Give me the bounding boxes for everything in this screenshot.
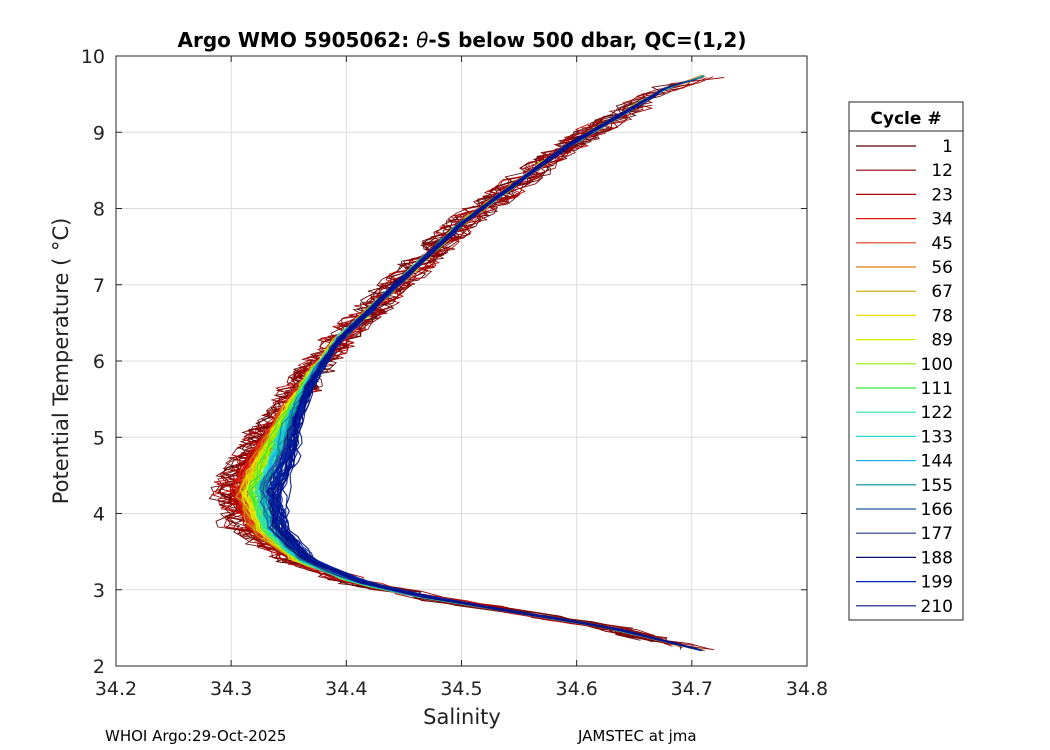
legend-entry-label: 166 — [921, 500, 953, 520]
x-tick-label: 34.8 — [786, 678, 828, 700]
y-tick-label: 5 — [93, 427, 105, 449]
legend-entry-label: 23 — [931, 185, 953, 205]
x-tick-label: 34.4 — [325, 678, 367, 700]
x-tick-label: 34.3 — [210, 678, 252, 700]
footer-right: JAMSTEC at jma — [577, 727, 697, 745]
chart-title-theta: θ — [416, 28, 428, 52]
legend-entry-label: 155 — [921, 476, 953, 496]
y-axis-label: Potential Temperature ( °C) — [49, 218, 73, 505]
legend: Cycle # 1 12 23 34 45 56 67 78 89 100 111 122 133 144… — [848, 101, 964, 621]
y-tick-label: 8 — [93, 199, 105, 221]
legend-entry-label: 45 — [931, 234, 953, 254]
profile-lines — [208, 74, 725, 652]
x-tick-label: 34.5 — [440, 678, 482, 700]
y-tick-label: 4 — [93, 504, 105, 526]
legend-entry-label: 199 — [921, 573, 953, 593]
footer-left: WHOI Argo:29-Oct-2025 — [105, 727, 286, 745]
legend-entry-label: 12 — [931, 161, 953, 181]
y-axis-ticks: 2 3 4 5 6 7 8 9 10 — [81, 46, 807, 678]
legend-entry-label: 34 — [931, 210, 953, 230]
y-tick-label: 6 — [93, 351, 105, 373]
y-tick-label: 3 — [93, 580, 105, 602]
chart-title-post: -S below 500 dbar, QC=(1,2) — [428, 28, 746, 52]
legend-entry-label: 100 — [921, 355, 953, 375]
legend-entry-label: 78 — [931, 306, 953, 326]
x-tick-label: 34.6 — [556, 678, 598, 700]
y-tick-label: 10 — [81, 46, 105, 68]
y-tick-label: 2 — [93, 656, 105, 678]
legend-entry-label: 133 — [921, 427, 953, 447]
y-tick-label: 9 — [93, 122, 105, 144]
chart-title-pre: Argo WMO 5905062: — [178, 28, 417, 52]
legend-entry-label: 67 — [931, 282, 953, 302]
y-tick-label: 7 — [93, 275, 105, 297]
legend-entry-label: 122 — [921, 403, 953, 423]
x-tick-label: 34.7 — [671, 678, 713, 700]
chart-title: Argo WMO 5905062: θ-S below 500 dbar, QC… — [178, 28, 747, 52]
legend-entry-label: 177 — [921, 524, 953, 544]
legend-entry-label: 144 — [921, 452, 953, 472]
legend-entries: 1 12 23 34 45 56 67 78 89 100 111 122 133 144 155 166 17… — [856, 137, 953, 617]
x-axis-label: Salinity — [423, 705, 501, 729]
legend-entry-label: 210 — [921, 597, 953, 617]
cycle-profile-line — [277, 123, 681, 646]
legend-entry-label: 188 — [921, 548, 953, 568]
x-axis-ticks: 34.2 34.3 34.4 34.5 34.6 34.7 34.8 — [95, 56, 828, 700]
legend-entry-label: 1 — [942, 137, 953, 157]
legend-entry-label: 111 — [921, 379, 953, 399]
cycle-profile-line — [281, 94, 703, 651]
x-tick-label: 34.2 — [95, 678, 137, 700]
legend-title: Cycle # — [870, 109, 941, 129]
legend-entry-label: 89 — [931, 331, 953, 351]
plot-area: 34.2 34.3 34.4 34.5 34.6 34.7 34.8 2 3 4 5 6 7 8 9 10 — [81, 46, 828, 700]
legend-entry-label: 56 — [931, 258, 953, 278]
